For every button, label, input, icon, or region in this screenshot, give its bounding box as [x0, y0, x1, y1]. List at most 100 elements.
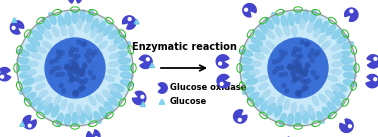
Ellipse shape [322, 41, 330, 49]
Polygon shape [141, 102, 145, 106]
Ellipse shape [34, 76, 45, 82]
Ellipse shape [31, 97, 41, 107]
Ellipse shape [248, 92, 259, 101]
Circle shape [72, 60, 76, 64]
Ellipse shape [246, 78, 258, 85]
Circle shape [49, 70, 54, 74]
Ellipse shape [44, 30, 51, 39]
Wedge shape [68, 0, 82, 3]
Circle shape [79, 79, 83, 84]
Ellipse shape [243, 72, 255, 78]
Circle shape [273, 60, 277, 64]
Circle shape [302, 79, 306, 84]
Ellipse shape [65, 113, 71, 126]
Circle shape [56, 50, 60, 54]
Ellipse shape [241, 65, 254, 71]
Circle shape [302, 86, 307, 90]
Ellipse shape [332, 45, 341, 51]
Ellipse shape [85, 105, 91, 115]
Ellipse shape [341, 58, 353, 64]
Circle shape [279, 50, 284, 54]
Circle shape [68, 72, 72, 76]
Circle shape [287, 65, 291, 70]
Circle shape [240, 10, 356, 126]
Circle shape [64, 65, 69, 70]
Ellipse shape [326, 25, 336, 35]
Circle shape [292, 73, 296, 78]
Ellipse shape [259, 24, 269, 34]
Ellipse shape [317, 112, 324, 123]
Ellipse shape [43, 41, 51, 49]
Ellipse shape [265, 18, 274, 29]
Ellipse shape [292, 26, 297, 36]
Circle shape [296, 55, 301, 59]
Ellipse shape [89, 96, 96, 105]
Ellipse shape [97, 21, 105, 33]
Circle shape [70, 77, 74, 81]
Circle shape [295, 65, 299, 69]
Ellipse shape [262, 90, 271, 98]
Circle shape [298, 77, 302, 81]
Ellipse shape [109, 53, 119, 59]
Circle shape [75, 69, 79, 74]
Circle shape [59, 83, 63, 88]
Circle shape [295, 67, 299, 71]
Wedge shape [217, 74, 230, 88]
Ellipse shape [54, 95, 61, 105]
Ellipse shape [32, 53, 42, 59]
Circle shape [81, 80, 85, 85]
Ellipse shape [277, 95, 284, 105]
Ellipse shape [307, 23, 313, 33]
Circle shape [80, 72, 84, 77]
Wedge shape [243, 4, 256, 17]
Wedge shape [132, 91, 146, 105]
Ellipse shape [36, 83, 45, 90]
Ellipse shape [20, 72, 33, 78]
Ellipse shape [77, 105, 82, 115]
Circle shape [279, 73, 283, 77]
Circle shape [74, 90, 79, 95]
Circle shape [283, 72, 287, 76]
Circle shape [74, 92, 78, 97]
Circle shape [245, 8, 248, 11]
Circle shape [279, 66, 284, 70]
Ellipse shape [17, 58, 29, 64]
Ellipse shape [266, 41, 274, 49]
Circle shape [78, 88, 82, 92]
Circle shape [294, 76, 299, 81]
Circle shape [316, 50, 320, 55]
Ellipse shape [318, 34, 326, 43]
Wedge shape [216, 55, 229, 68]
Text: Enzymatic reaction: Enzymatic reaction [132, 42, 236, 52]
Circle shape [75, 70, 79, 75]
Polygon shape [159, 99, 165, 104]
Ellipse shape [260, 101, 270, 111]
Ellipse shape [254, 97, 264, 107]
Ellipse shape [57, 113, 63, 126]
Circle shape [295, 63, 299, 67]
Circle shape [288, 65, 292, 69]
Circle shape [75, 77, 79, 81]
Circle shape [304, 69, 308, 74]
Circle shape [77, 72, 81, 77]
Circle shape [219, 62, 222, 65]
Circle shape [290, 69, 294, 73]
Ellipse shape [77, 19, 82, 29]
Ellipse shape [288, 113, 294, 126]
Circle shape [71, 76, 76, 81]
Circle shape [82, 63, 87, 67]
Ellipse shape [23, 78, 35, 85]
Ellipse shape [37, 47, 46, 53]
Wedge shape [122, 16, 136, 29]
Ellipse shape [267, 103, 276, 115]
Ellipse shape [18, 65, 31, 71]
Circle shape [80, 71, 84, 75]
Circle shape [296, 66, 301, 70]
Ellipse shape [61, 25, 67, 36]
Circle shape [72, 63, 76, 67]
Ellipse shape [102, 90, 111, 98]
Circle shape [81, 86, 85, 90]
Ellipse shape [105, 76, 115, 81]
Ellipse shape [112, 84, 124, 91]
Circle shape [17, 10, 133, 126]
